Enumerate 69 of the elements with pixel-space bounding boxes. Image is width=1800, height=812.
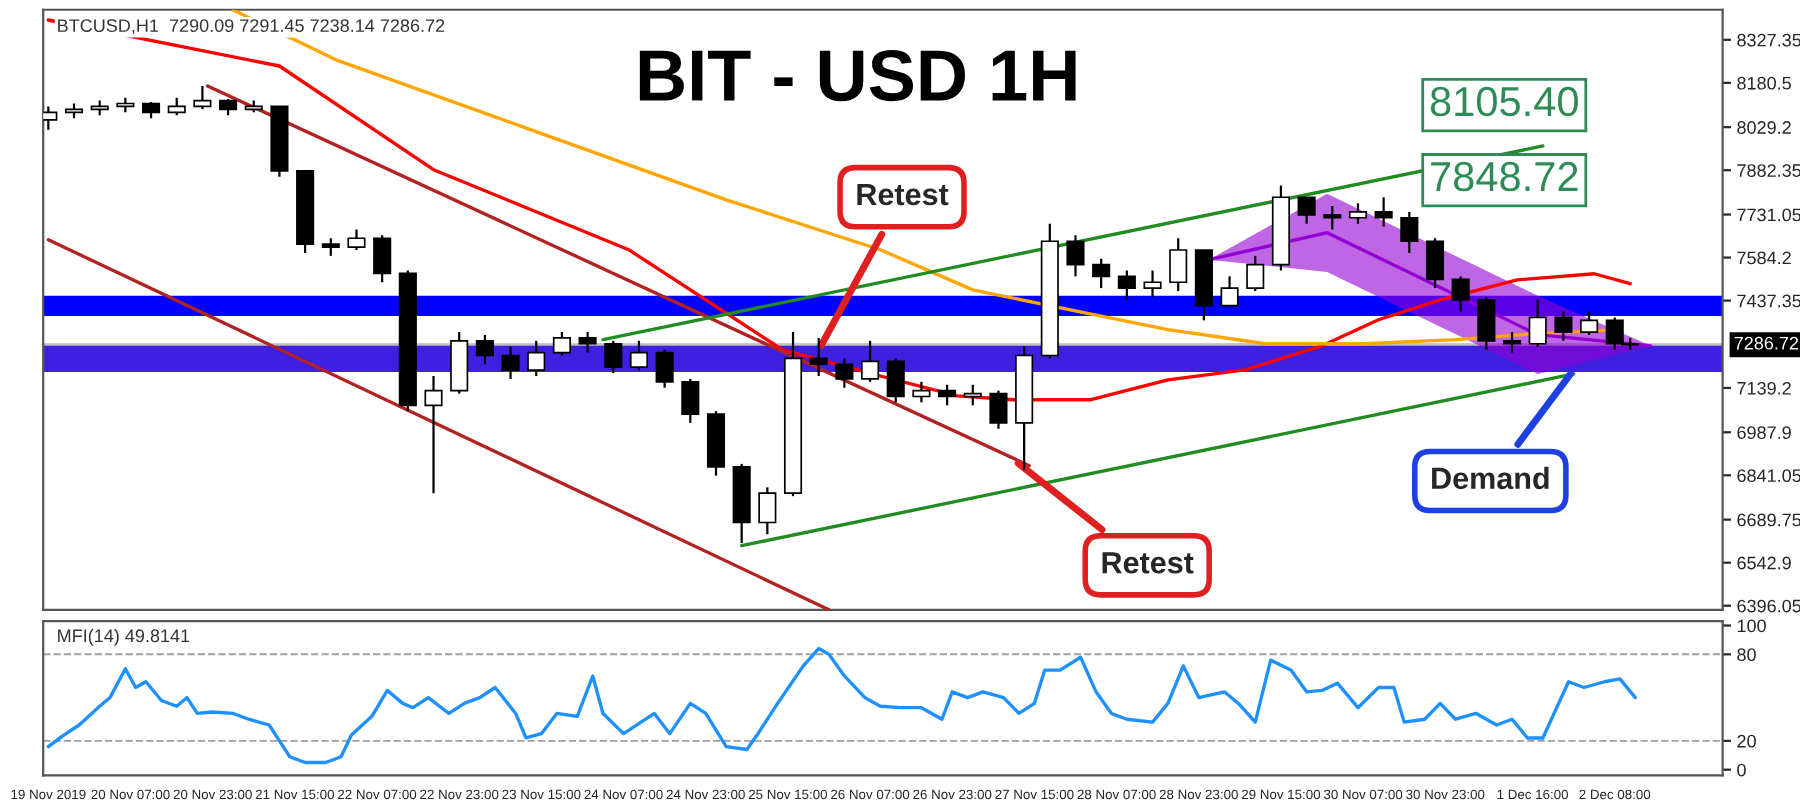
y-tick-label: 6689.75 [1737,513,1800,527]
candlestick [809,336,828,378]
y-tick-label: 80 [1737,648,1756,662]
candlestick [578,330,597,354]
candlestick [655,348,674,389]
chart-title: BIT - USD 1H [639,50,1076,102]
y-tick-label: 7731.05 [1737,208,1800,222]
candlestick [1400,210,1419,255]
line-series [46,646,1637,765]
candlestick [1246,254,1265,293]
candlestick [912,380,931,404]
candlestick [501,345,520,381]
y-tick-label: 7882.35 [1737,164,1800,177]
candlestick [1477,295,1496,351]
candlestick [193,84,212,111]
annotation: MFI(14) 49.8141 [58,628,190,646]
candlestick [629,339,649,372]
candlestick [1580,310,1599,337]
candlestick [1374,196,1393,228]
annotation: Demand [1432,466,1549,490]
ref-line-label: 7286.72 [1734,336,1799,350]
candlestick [1348,202,1368,225]
candlestick [835,357,854,389]
candlestick [1169,237,1188,293]
candlestick [527,339,546,378]
candlestick [1323,204,1342,231]
y-tick-label: 7437.35 [1737,294,1800,308]
candlestick [475,333,494,366]
annotation: Retest [857,184,949,206]
candlestick [861,339,880,383]
candlestick [1143,269,1162,298]
y-tick-label: 8180.5 [1737,76,1791,90]
candlestick [373,234,392,284]
candlestick [424,374,443,495]
line-series [46,18,1632,402]
candlestick [963,383,982,407]
candlestick [1220,275,1239,307]
candlestick [552,330,571,357]
candlestick [681,377,700,424]
candlestick [886,357,905,404]
candlestick [989,389,1008,430]
candlestick [1554,310,1573,342]
candlestick [347,228,366,252]
candlestick [1092,257,1111,290]
annotation: 7848.72 [1431,161,1578,192]
candlestick [1451,275,1470,313]
y-tick-label: 6396.05 [1737,599,1800,613]
y-tick-label: 6542.9 [1737,556,1791,570]
candlestick [604,339,623,375]
y-tick-label: 8327.35 [1737,33,1800,47]
y-tick-label: 8029.2 [1737,121,1791,134]
y-tick-label: 6987.9 [1737,426,1791,439]
candlestick [1066,234,1085,278]
candlestick [938,383,957,407]
candlestick [758,486,777,536]
y-tick-label: 20 [1737,734,1756,748]
annotation: Retest [1102,552,1194,574]
y-tick-label: 7584.2 [1737,251,1791,265]
candlestick [1297,196,1316,225]
candlestick [1502,330,1522,354]
y-tick-label: 6841.05 [1737,469,1800,483]
annotation: 8105.40 [1430,86,1578,117]
y-tick-label: 100 [1737,619,1766,633]
candlestick [1425,237,1445,290]
annotation: BTCUSD,H1 7290.09 7291.45 7238.14 7286.72 [58,19,445,35]
y-tick-label: 0 [1737,763,1746,777]
candlestick [1528,298,1547,348]
y-tick-label: 7139.2 [1737,381,1791,395]
candlestick [1117,269,1136,301]
